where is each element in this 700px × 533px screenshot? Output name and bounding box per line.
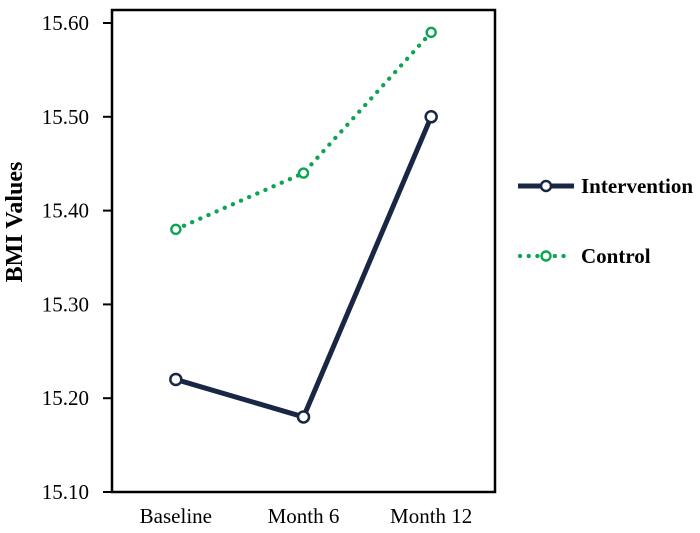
y-tick-label: 15.20 xyxy=(42,386,89,410)
y-tick-label: 15.60 xyxy=(42,11,89,35)
y-tick-label: 15.50 xyxy=(42,105,89,129)
plot-border xyxy=(110,8,497,494)
plot-area: 15.10 15.20 15.30 15.40 15.50 15.60 Baseline Mo… xyxy=(42,8,497,528)
x-category-label: Baseline xyxy=(140,504,212,528)
legend: Intervention Control xyxy=(516,0,700,533)
x-category-label: Month 12 xyxy=(390,504,472,528)
control-marker xyxy=(170,223,182,236)
intervention-line-sample-icon xyxy=(518,179,574,193)
intervention-marker xyxy=(169,372,183,387)
intervention-marker xyxy=(296,410,311,424)
legend-label-intervention: Intervention xyxy=(581,173,693,198)
legend-item-intervention: Intervention xyxy=(516,174,693,198)
control-line-sample-icon xyxy=(517,250,575,262)
y-tick-label: 15.10 xyxy=(42,480,89,504)
intervention-line xyxy=(175,115,434,420)
control-marker xyxy=(297,167,310,179)
y-tick-label: 15.30 xyxy=(42,292,89,316)
x-category-label: Month 6 xyxy=(268,504,340,528)
y-tick-label: 15.40 xyxy=(42,199,89,223)
y-axis-title: BMI Values xyxy=(2,162,28,283)
control-marker xyxy=(425,26,437,39)
control-line xyxy=(173,30,434,232)
legend-label-control: Control xyxy=(581,243,651,268)
legend-item-control: Control xyxy=(516,244,651,268)
intervention-marker xyxy=(424,110,438,124)
